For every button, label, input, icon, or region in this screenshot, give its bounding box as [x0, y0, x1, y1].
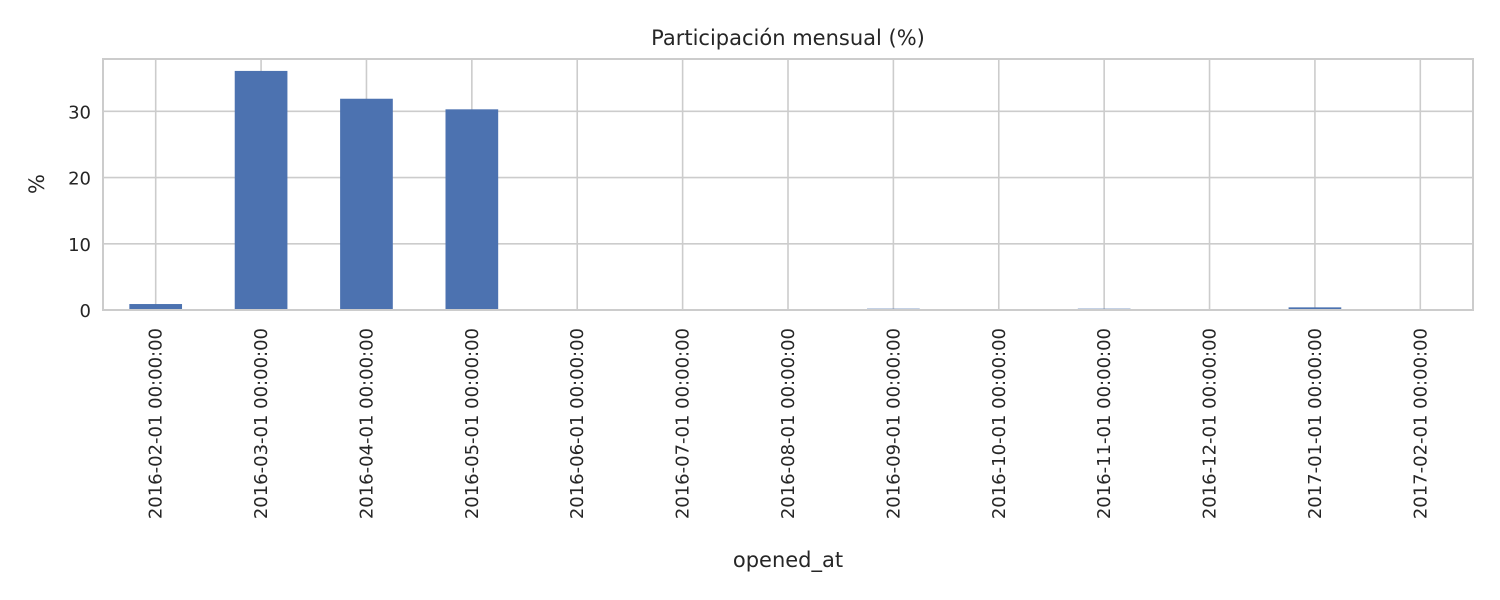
x-tick-label: 2016-09-01 00:00:00 [883, 328, 904, 519]
y-axis-label: % [25, 174, 49, 194]
y-tick-label: 10 [68, 235, 91, 256]
y-axis-ticks: 0 10 20 30 [68, 102, 91, 322]
x-tick-label: 2017-01-01 00:00:00 [1305, 328, 1326, 519]
grid-layer [103, 59, 1473, 311]
chart-title: Participación mensual (%) [651, 26, 925, 50]
y-tick-label: 20 [68, 169, 91, 190]
bar [129, 304, 183, 310]
x-tick-label: 2016-03-01 00:00:00 [251, 328, 272, 519]
bar [1288, 307, 1342, 310]
x-axis-ticks: 2016-02-01 00:00:00 2016-03-01 00:00:00 20… [146, 328, 1432, 519]
x-tick-label: 2016-12-01 00:00:00 [1200, 328, 1221, 519]
bar [340, 98, 393, 310]
x-tick-label: 2016-10-01 00:00:00 [989, 328, 1010, 519]
x-tick-label: 2016-05-01 00:00:00 [462, 328, 483, 519]
x-tick-label: 2017-02-01 00:00:00 [1410, 328, 1431, 519]
x-tick-label: 2016-04-01 00:00:00 [356, 328, 377, 519]
x-tick-label: 2016-11-01 00:00:00 [1094, 328, 1115, 519]
x-tick-label: 2016-02-01 00:00:00 [146, 328, 167, 519]
bar [445, 109, 499, 310]
bar-layer [129, 70, 1447, 311]
y-tick-label: 30 [68, 102, 91, 123]
bar [234, 70, 288, 311]
x-tick-label: 2016-07-01 00:00:00 [673, 328, 694, 519]
x-tick-label: 2016-08-01 00:00:00 [778, 328, 799, 519]
x-axis-label: opened_at [733, 548, 843, 573]
y-tick-label: 0 [80, 301, 91, 322]
x-tick-label: 2016-06-01 00:00:00 [567, 328, 588, 519]
plot-frame [102, 58, 1474, 311]
